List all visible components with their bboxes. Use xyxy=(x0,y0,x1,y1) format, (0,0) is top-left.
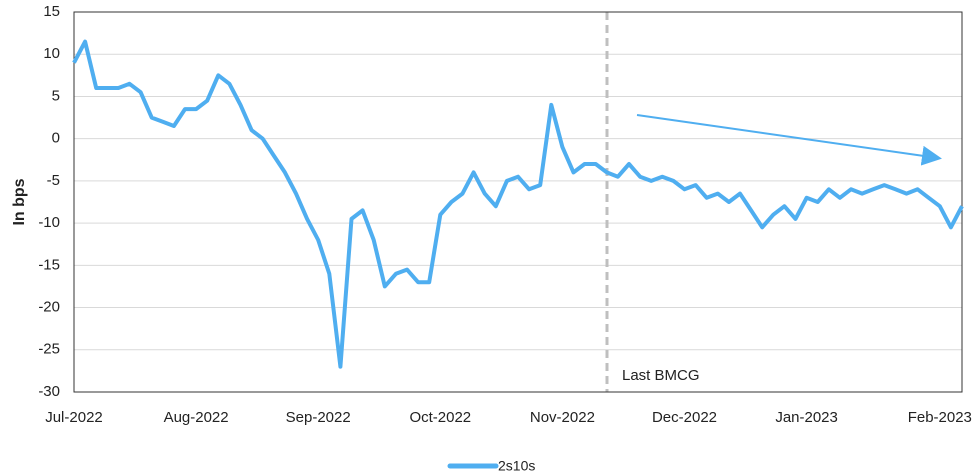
x-tick-label: Jan-2023 xyxy=(775,409,838,426)
x-tick-label: Oct-2022 xyxy=(409,409,471,426)
y-tick-label: 0 xyxy=(52,130,60,147)
y-tick-label: -20 xyxy=(38,299,60,316)
x-tick-label: Feb-2023 xyxy=(908,409,972,426)
x-tick-label: Nov-2022 xyxy=(530,409,595,426)
x-tick-label: Jul-2022 xyxy=(45,409,103,426)
annotation: Last BMCG xyxy=(622,367,700,384)
y-axis-label: In bps xyxy=(11,178,28,225)
y-tick-label: 10 xyxy=(43,45,60,62)
x-tick-label: Aug-2022 xyxy=(164,409,229,426)
legend-label: 2s10s xyxy=(498,458,535,474)
y-tick-label: -15 xyxy=(38,256,60,273)
plot-frame xyxy=(73,11,963,393)
y-tick-label: -25 xyxy=(38,341,60,358)
trend-arrow xyxy=(636,114,942,166)
x-tick-label: Dec-2022 xyxy=(652,409,717,426)
data-line xyxy=(72,39,964,369)
x-tick-label: Sep-2022 xyxy=(286,409,351,426)
y-tick-label: -5 xyxy=(47,172,60,189)
y-tick-label: -30 xyxy=(38,383,60,400)
y-tick-label: 15 xyxy=(43,3,60,20)
y-tick-label: 5 xyxy=(52,87,60,104)
y-tick-label: -10 xyxy=(38,214,60,231)
